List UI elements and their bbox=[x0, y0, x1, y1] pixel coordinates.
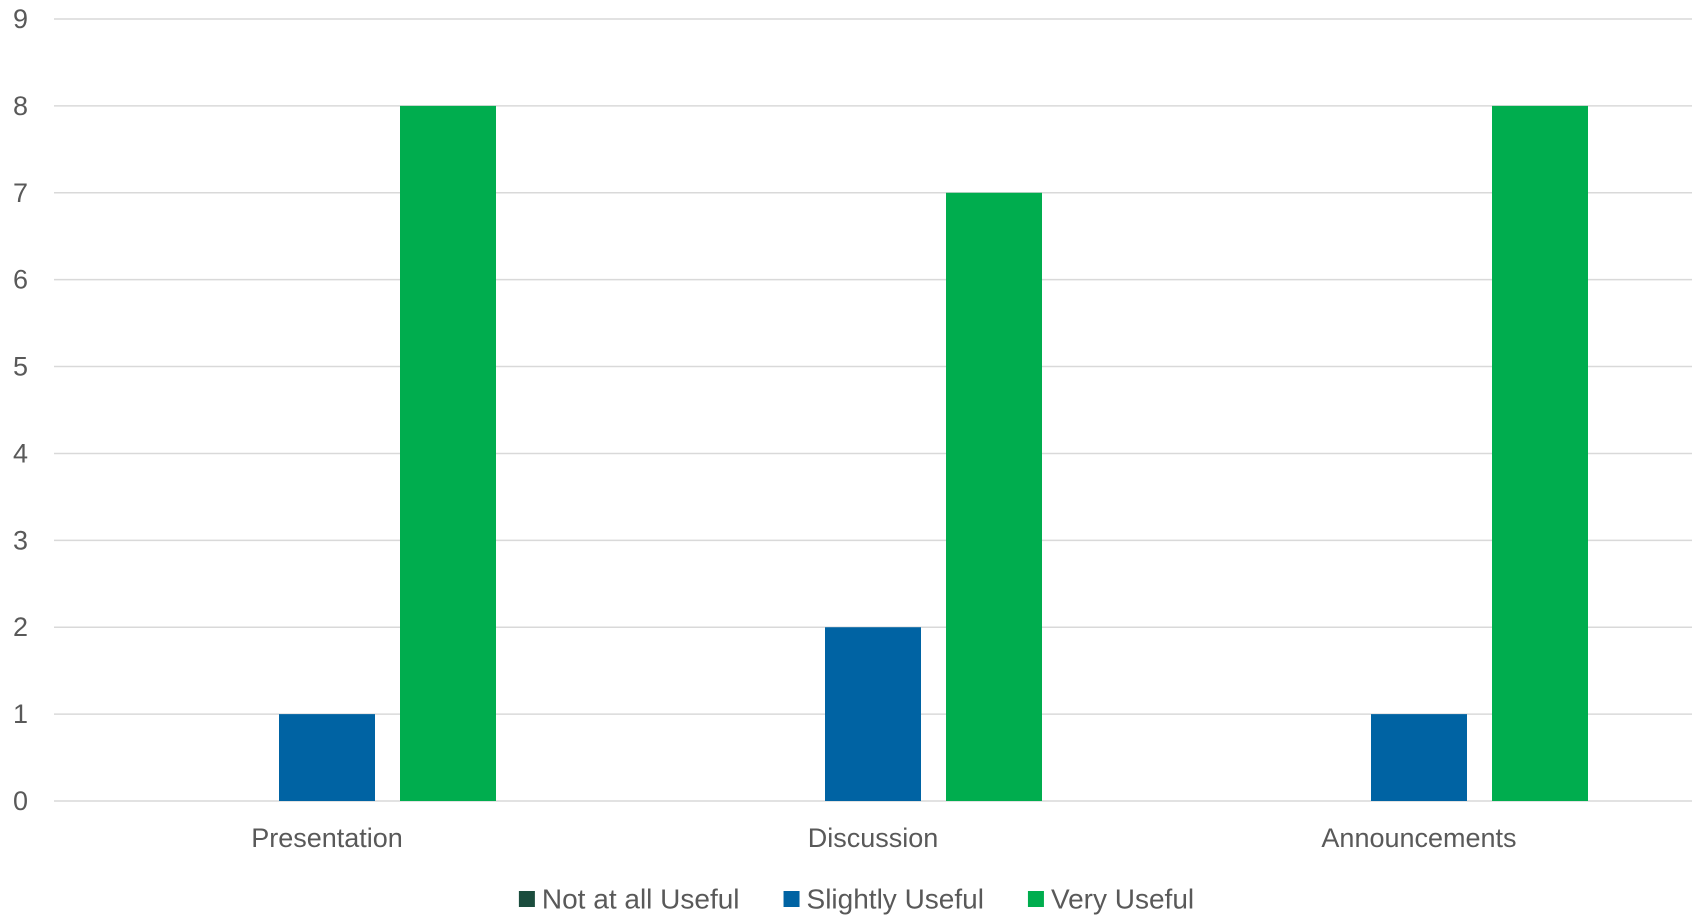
bar-discussion-slightly-useful bbox=[825, 627, 921, 801]
legend-label: Very Useful bbox=[1051, 884, 1194, 915]
bars bbox=[279, 105, 1588, 801]
y-tick-label: 9 bbox=[13, 4, 28, 34]
bar-announcements-slightly-useful bbox=[1371, 714, 1467, 801]
legend-item-slightly-useful: Slightly Useful bbox=[783, 884, 984, 915]
bar-discussion-very-useful bbox=[946, 192, 1042, 801]
legend-label: Not at all Useful bbox=[542, 884, 740, 915]
y-tick-label: 5 bbox=[13, 352, 28, 382]
bar-announcements-very-useful bbox=[1492, 105, 1588, 801]
y-tick-label: 4 bbox=[13, 438, 28, 468]
bar-presentation-very-useful bbox=[400, 105, 496, 801]
legend-item-not-at-all-useful: Not at all Useful bbox=[518, 884, 740, 915]
y-tick-label: 6 bbox=[13, 265, 28, 295]
y-tick-label: 8 bbox=[13, 91, 28, 121]
y-tick-label: 0 bbox=[13, 786, 28, 816]
x-axis-tick-labels: Presentation Discussion Announcements bbox=[251, 823, 1516, 853]
legend: Not at all Useful Slightly Useful Very Use… bbox=[518, 884, 1194, 915]
bar-presentation-slightly-useful bbox=[279, 714, 375, 801]
legend-swatch bbox=[783, 891, 800, 907]
y-tick-label: 7 bbox=[13, 178, 28, 208]
x-tick-label: Discussion bbox=[808, 823, 939, 853]
y-axis-tick-labels: 0 1 2 3 4 5 6 7 8 9 bbox=[13, 4, 28, 816]
x-tick-label: Announcements bbox=[1321, 823, 1516, 853]
legend-swatch bbox=[518, 891, 535, 907]
legend-label: Slightly Useful bbox=[807, 884, 984, 915]
x-tick-label: Presentation bbox=[251, 823, 403, 853]
y-tick-label: 2 bbox=[13, 612, 28, 642]
legend-swatch bbox=[1027, 891, 1044, 907]
y-tick-label: 1 bbox=[13, 699, 28, 729]
legend-item-very-useful: Very Useful bbox=[1027, 884, 1194, 915]
y-tick-label: 3 bbox=[13, 525, 28, 555]
